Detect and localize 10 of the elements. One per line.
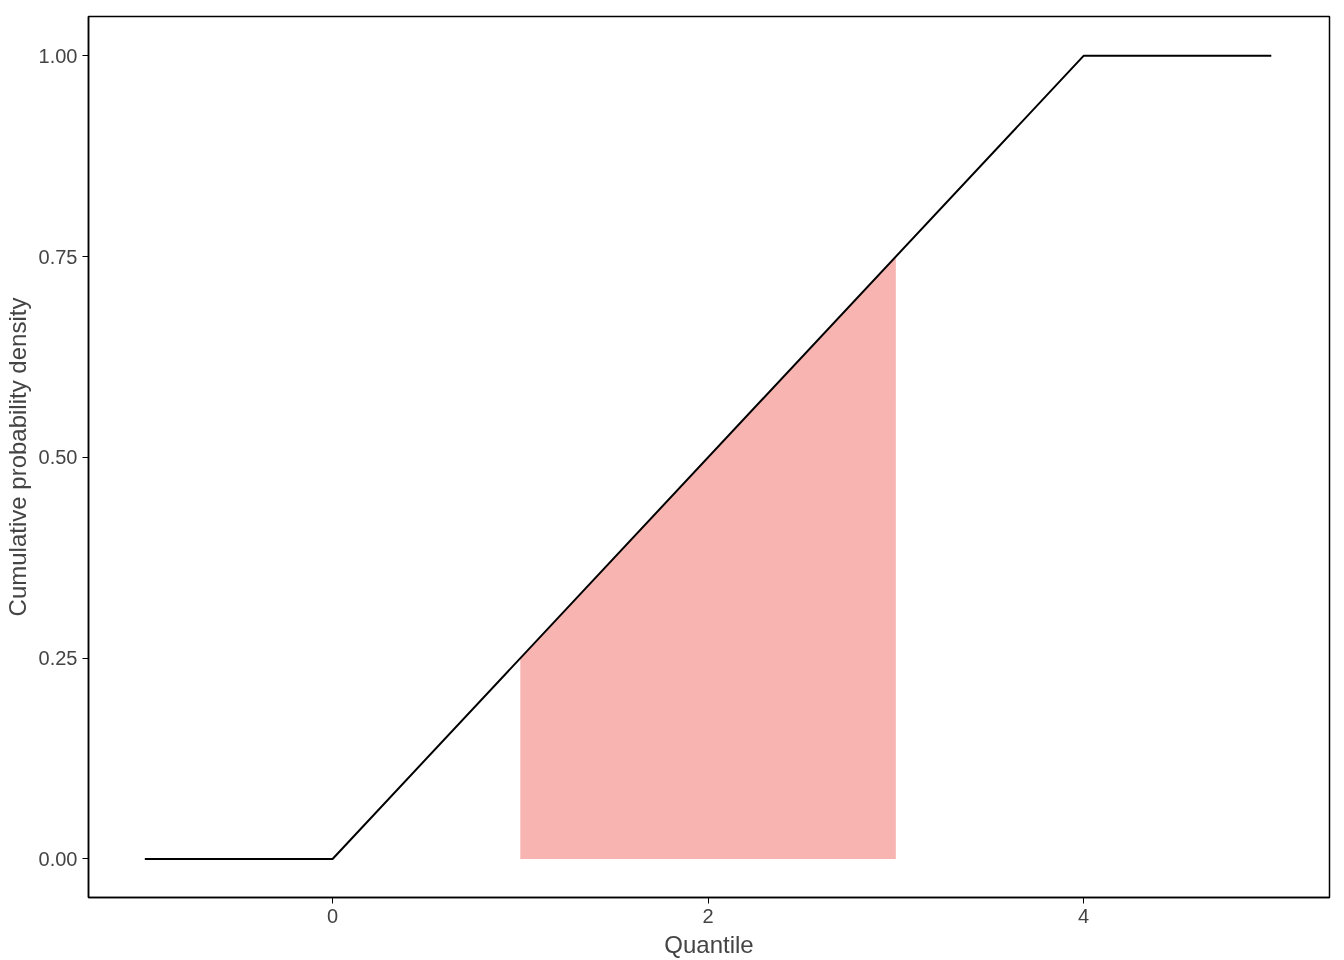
x-tick-label: 0: [327, 904, 339, 927]
y-axis-title: Cumulative probability density: [3, 297, 31, 617]
y-tick-label: 0.25: [38, 647, 78, 670]
y-tick-label: 0.00: [38, 847, 78, 870]
x-tick-label: 2: [702, 904, 714, 927]
x-tick-label: 4: [1077, 904, 1090, 927]
y-tick-label: 0.50: [38, 446, 78, 469]
x-axis-title: Quantile: [664, 930, 754, 958]
y-tick-label: 0.75: [38, 245, 78, 268]
y-tick-label: 1.00: [38, 44, 78, 67]
